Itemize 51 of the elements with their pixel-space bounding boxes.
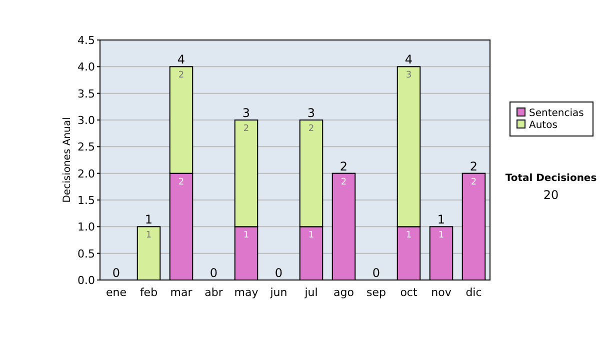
data-label: 2 xyxy=(470,177,477,188)
x-tick-label: may xyxy=(234,286,259,299)
legend-label: Sentencias xyxy=(529,108,584,119)
legend-label: Autos xyxy=(529,120,558,131)
y-tick-label: 3.0 xyxy=(78,114,95,127)
total-label: 0 xyxy=(274,266,283,280)
y-tick-label: 1.0 xyxy=(78,220,95,234)
total-label: 2 xyxy=(340,159,348,174)
total-label: 3 xyxy=(307,106,316,120)
y-tick-label: 2.0 xyxy=(78,167,95,180)
text: Total Decisiones xyxy=(505,173,597,184)
data-label: 1 xyxy=(438,230,444,241)
y-tick-label: 3.5 xyxy=(78,87,95,100)
y-tick-label: 4.5 xyxy=(78,34,95,47)
total-label: 1 xyxy=(144,212,153,227)
total-label: 3 xyxy=(242,106,250,120)
x-tick-label: sep xyxy=(366,286,386,299)
data-label: 2 xyxy=(178,70,184,81)
data-label: 1 xyxy=(146,230,152,241)
total-label: 1 xyxy=(437,212,446,227)
y-tick-label: 0.0 xyxy=(78,274,95,287)
x-tick-label: feb xyxy=(140,286,158,299)
data-label: 3 xyxy=(406,70,412,81)
y-tick-label: 4.0 xyxy=(78,60,95,74)
x-tick-label: jul xyxy=(304,286,318,299)
x-tick-label: nov xyxy=(431,286,452,299)
x-tick-label: ago xyxy=(334,286,354,299)
total-label: 0 xyxy=(372,266,380,280)
total-label: 0 xyxy=(112,266,120,280)
x-tick-label: abr xyxy=(204,286,224,299)
x-tick-label: ene xyxy=(106,286,127,299)
total-label: 2 xyxy=(470,159,478,174)
data-label: 2 xyxy=(243,124,250,134)
x-tick-label: jun xyxy=(269,286,288,299)
y-tick-label: 0.5 xyxy=(78,247,95,260)
data-label: 1 xyxy=(243,230,250,241)
x-tick-label: mar xyxy=(170,286,193,299)
data-label: 1 xyxy=(308,230,314,241)
x-tick-label: dic xyxy=(466,286,482,299)
data-label: 2 xyxy=(178,177,184,188)
y-axis-title: Decisiones Anual xyxy=(62,117,73,203)
data-label: 2 xyxy=(308,124,314,134)
data-label: 2 xyxy=(340,177,347,188)
text: 20 xyxy=(543,188,559,202)
y-tick-label: 2.5 xyxy=(78,140,95,154)
x-tick-label: oct xyxy=(400,286,418,299)
total-label: 4 xyxy=(177,52,186,67)
y-tick-label: 1.5 xyxy=(78,194,95,207)
total-label: 0 xyxy=(210,266,218,280)
data-label: 1 xyxy=(406,230,412,241)
total-label: 4 xyxy=(404,52,413,67)
